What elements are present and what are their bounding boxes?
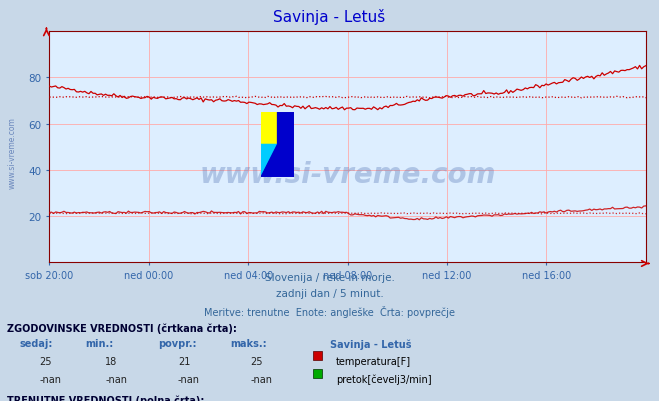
Polygon shape <box>261 113 294 177</box>
Polygon shape <box>261 113 294 145</box>
Text: TRENUTNE VREDNOSTI (polna črta):: TRENUTNE VREDNOSTI (polna črta): <box>7 395 204 401</box>
Text: -nan: -nan <box>250 374 272 384</box>
Text: Savinja - Letuš: Savinja - Letuš <box>273 9 386 25</box>
Text: -nan: -nan <box>105 374 127 384</box>
Text: temperatura[F]: temperatura[F] <box>336 356 411 366</box>
Text: min.:: min.: <box>86 338 114 348</box>
Text: sedaj:: sedaj: <box>20 338 53 348</box>
Text: ZGODOVINSKE VREDNOSTI (črtkana črta):: ZGODOVINSKE VREDNOSTI (črtkana črta): <box>7 323 237 333</box>
Text: www.si-vreme.com: www.si-vreme.com <box>8 117 17 188</box>
Text: povpr.:: povpr.: <box>158 338 196 348</box>
Polygon shape <box>261 145 277 177</box>
Text: Savinja - Letuš: Savinja - Letuš <box>330 338 411 349</box>
Text: -nan: -nan <box>40 374 61 384</box>
Text: 25: 25 <box>250 356 263 366</box>
Text: 18: 18 <box>105 356 118 366</box>
Text: maks.:: maks.: <box>231 338 268 348</box>
Text: Slovenija / reke in morje.: Slovenija / reke in morje. <box>264 272 395 282</box>
Text: 21: 21 <box>178 356 190 366</box>
Text: 25: 25 <box>40 356 52 366</box>
Text: zadnji dan / 5 minut.: zadnji dan / 5 minut. <box>275 289 384 299</box>
Text: www.si-vreme.com: www.si-vreme.com <box>200 161 496 189</box>
Text: Meritve: trenutne  Enote: angleške  Črta: povprečje: Meritve: trenutne Enote: angleške Črta: … <box>204 306 455 318</box>
Text: pretok[čevelj3/min]: pretok[čevelj3/min] <box>336 374 432 385</box>
Text: -nan: -nan <box>178 374 200 384</box>
